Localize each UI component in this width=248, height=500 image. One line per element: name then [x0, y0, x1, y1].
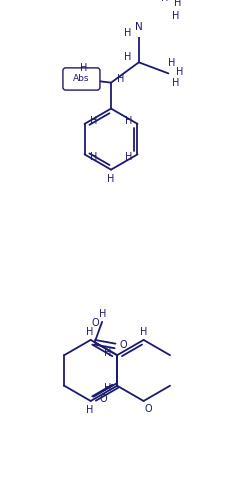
FancyBboxPatch shape — [63, 68, 100, 90]
Text: H: H — [124, 28, 131, 38]
Text: O: O — [99, 394, 107, 404]
Text: H: H — [80, 63, 87, 73]
Text: H: H — [90, 116, 97, 126]
Text: H: H — [117, 74, 124, 84]
Text: H: H — [104, 348, 112, 358]
Text: H: H — [124, 52, 131, 62]
Text: H: H — [86, 405, 93, 415]
Text: H: H — [161, 0, 168, 4]
Text: H: H — [124, 152, 132, 162]
Text: H: H — [107, 174, 115, 184]
Text: H: H — [168, 58, 176, 68]
Text: H: H — [86, 326, 93, 336]
Text: O: O — [92, 318, 99, 328]
Text: H: H — [172, 78, 180, 88]
Text: H: H — [140, 326, 147, 336]
Text: O: O — [120, 340, 127, 350]
Text: H: H — [99, 308, 107, 318]
Text: O: O — [144, 404, 152, 414]
Text: N: N — [135, 22, 143, 32]
Text: H: H — [176, 66, 183, 76]
Text: H: H — [104, 382, 112, 392]
Text: Abs: Abs — [73, 74, 90, 84]
Text: H: H — [172, 11, 180, 21]
Text: H: H — [90, 152, 97, 162]
Text: H: H — [124, 116, 132, 126]
Text: H: H — [174, 0, 181, 8]
